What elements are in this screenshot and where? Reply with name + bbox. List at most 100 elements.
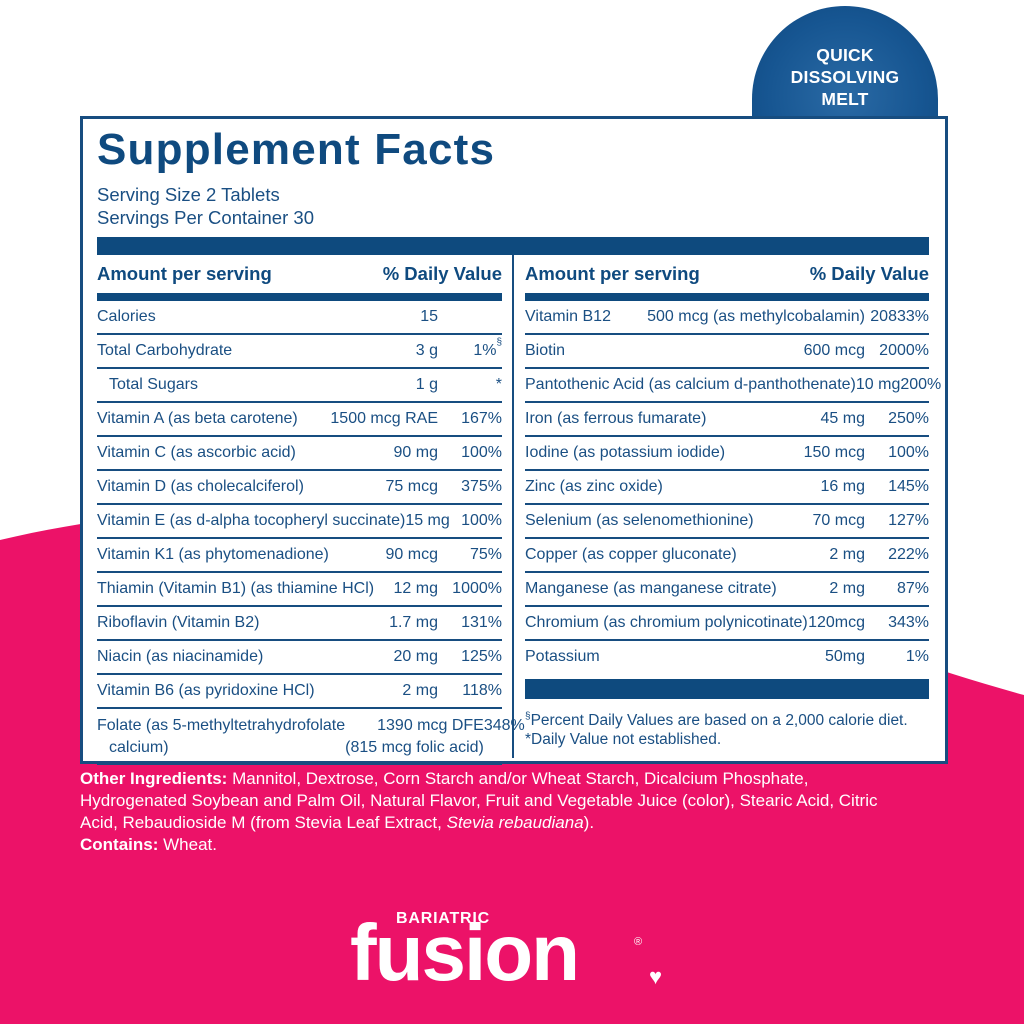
nutrient-name: Vitamin D (as cholecalciferol) <box>97 478 304 495</box>
servings-per-container: Servings Per Container 30 <box>97 207 314 228</box>
nutrient-row: Folate (as 5-methyltetrahydrofolate calc… <box>97 709 525 765</box>
nutrient-row: Iron (as ferrous fumarate) 45 mg 250% <box>525 403 929 437</box>
nutrient-dv: 250% <box>888 410 929 427</box>
nutrient-row: Vitamin B12 500 mcg (as methylcobalamin)… <box>525 301 929 335</box>
nutrient-amount: 2 mg <box>402 682 438 699</box>
nutrient-row: Biotin 600 mcg 2000% <box>525 335 929 369</box>
nutrient-row: Manganese (as manganese citrate) 2 mg 87… <box>525 573 929 607</box>
nutrient-amount: 90 mcg <box>385 546 438 563</box>
nutrient-amount: 120mcg <box>808 614 865 631</box>
nutrient-amount: 70 mcg <box>812 512 865 529</box>
nutrient-name: Zinc (as zinc oxide) <box>525 478 663 495</box>
nutrient-dv: 118% <box>462 682 502 699</box>
ingredients-section: Other Ingredients: Mannitol, Dextrose, C… <box>80 768 910 856</box>
nutrient-dv: 75% <box>469 546 502 563</box>
nutrient-name: Copper (as copper gluconate) <box>525 546 737 563</box>
nutrient-row: Selenium (as selenomethionine) 70 mcg 12… <box>525 505 929 539</box>
nutrient-row: Copper (as copper gluconate) 2 mg 222% <box>525 539 929 573</box>
supplement-facts-title: Supplement Facts <box>97 125 496 174</box>
nutrient-row: Iodine (as potassium iodide) 150 mcg 100… <box>525 437 929 471</box>
other-ingredients-label: Other Ingredients: <box>80 769 228 788</box>
nutrient-name: Total Sugars <box>109 376 198 393</box>
nutrient-dv: 1%§ <box>473 337 502 359</box>
nutrient-name: Chromium (as chromium polynicotinate) <box>525 614 808 631</box>
nutrient-name: Vitamin C (as ascorbic acid) <box>97 444 296 461</box>
nutrient-row: Calories 15 <box>97 301 502 335</box>
nutrient-row: Riboflavin (Vitamin B2) 1.7 mg 131% <box>97 607 502 641</box>
nutrient-dv: 87% <box>896 580 929 597</box>
nutrient-dv: 20833% <box>870 308 929 325</box>
nutrient-amount: 10 mg <box>855 376 901 393</box>
nutrient-name: Thiamin (Vitamin B1) (as thiamine HCl) <box>97 580 375 597</box>
nutrient-amount: 15 <box>420 308 438 325</box>
nutrient-name: Iodine (as potassium iodide) <box>525 444 726 461</box>
registered-mark: ® <box>634 936 643 948</box>
nutrient-amount: 150 mcg <box>803 444 865 461</box>
nutrient-dv: 1% <box>905 648 929 665</box>
nutrient-amount: 15 mg <box>405 512 450 529</box>
nutrient-row: Chromium (as chromium polynicotinate) 12… <box>525 607 929 641</box>
nutrient-name: Potassium <box>525 648 600 665</box>
nutrient-amount: 1 g <box>415 376 438 393</box>
nutrient-amount: 45 mg <box>820 410 865 427</box>
daily-value-header: % Daily Value <box>382 263 502 284</box>
nutrient-name: Biotin <box>525 342 566 359</box>
amount-per-serving-header: Amount per serving <box>97 263 272 284</box>
footnote-not-established: *Daily Value not established. <box>525 731 722 749</box>
nutrient-row: Total Carbohydrate 3 g 1%§ <box>97 335 502 369</box>
nutrient-dv: 100% <box>461 444 502 461</box>
heart-icon: ♥ <box>649 964 663 989</box>
nutrient-dv: 100% <box>888 444 929 461</box>
nutrient-dv: 200% <box>900 376 942 393</box>
nutrient-amount: 1.7 mg <box>389 614 438 631</box>
brand-name: fusion <box>350 908 580 997</box>
contains-label: Contains: <box>80 835 159 854</box>
footnotes: §Percent Daily Values are based on a 2,0… <box>525 707 929 749</box>
nutrient-name: Vitamin K1 (as phytomenadione) <box>97 546 329 563</box>
nutrient-dv: 343% <box>888 614 929 631</box>
nutrient-name: Manganese (as manganese citrate) <box>525 580 777 597</box>
serving-size: Serving Size 2 Tablets <box>97 184 280 205</box>
nutrient-dv: 100% <box>461 512 502 529</box>
nutrient-row: Vitamin C (as ascorbic acid) 90 mg 100% <box>97 437 502 471</box>
other-ingredients: Other Ingredients: Mannitol, Dextrose, C… <box>80 769 878 832</box>
nutrient-dv: 125% <box>461 648 502 665</box>
nutrient-amount: 2 mg <box>829 580 865 597</box>
nutrient-name: Total Carbohydrate <box>97 342 233 359</box>
badge-text: QUICK DISSOLVING MELT <box>790 45 900 109</box>
supplement-facts-panel: Supplement Facts Serving Size 2 Tablets … <box>80 116 948 765</box>
nutrient-name: Niacin (as niacinamide) <box>97 648 264 665</box>
nutrient-name: Vitamin E (as d-alpha tocopheryl succina… <box>97 512 406 529</box>
right-nutrient-column: Amount per serving % Daily Value Vitamin… <box>525 255 941 749</box>
nutrient-amount: 500 mcg (as methylcobalamin) <box>647 308 865 325</box>
nutrient-name: Iron (as ferrous fumarate) <box>525 410 707 427</box>
nutrient-row: Potassium 50mg 1% <box>525 641 929 673</box>
nutrient-row: Total Sugars 1 g * <box>97 369 502 403</box>
left-nutrient-column: Amount per serving % Daily Value Calorie… <box>97 255 525 765</box>
section-mark: § <box>496 337 502 348</box>
nutrient-dv: 167% <box>461 410 502 427</box>
column-header: Amount per serving % Daily Value <box>525 255 929 301</box>
nutrient-name: Pantothenic Acid (as calcium d-panthothe… <box>525 376 856 393</box>
nutrient-dv: 375% <box>461 478 502 495</box>
nutrient-row: Vitamin K1 (as phytomenadione) 90 mcg 75… <box>97 539 502 573</box>
nutrient-row: Vitamin D (as cholecalciferol) 75 mcg 37… <box>97 471 502 505</box>
column-divider <box>512 255 514 758</box>
nutrient-dv: 222% <box>888 546 929 563</box>
nutrient-amount: 1500 mcg RAE <box>330 410 438 427</box>
nutrient-name: Selenium (as selenomethionine) <box>525 512 754 529</box>
nutrient-dv: 145% <box>888 478 929 495</box>
nutrient-row: Pantothenic Acid (as calcium d-panthothe… <box>525 369 941 403</box>
bottom-divider-bar <box>525 679 929 699</box>
nutrient-amount: 600 mcg <box>803 342 865 359</box>
nutrient-dv: 127% <box>888 512 929 529</box>
nutrient-dv: 1000% <box>452 580 502 597</box>
nutrient-row: Zinc (as zinc oxide) 16 mg 145% <box>525 471 929 505</box>
nutrient-dv: 2000% <box>879 342 929 359</box>
footnote-daily-values: §Percent Daily Values are based on a 2,0… <box>525 711 908 730</box>
daily-value-header: % Daily Value <box>809 263 929 284</box>
nutrient-name: Vitamin A (as beta carotene) <box>97 410 298 427</box>
nutrient-amount: 20 mg <box>393 648 438 665</box>
brand-sub: BARIATRIC <box>396 910 491 927</box>
nutrient-row: Vitamin E (as d-alpha tocopheryl succina… <box>97 505 502 539</box>
